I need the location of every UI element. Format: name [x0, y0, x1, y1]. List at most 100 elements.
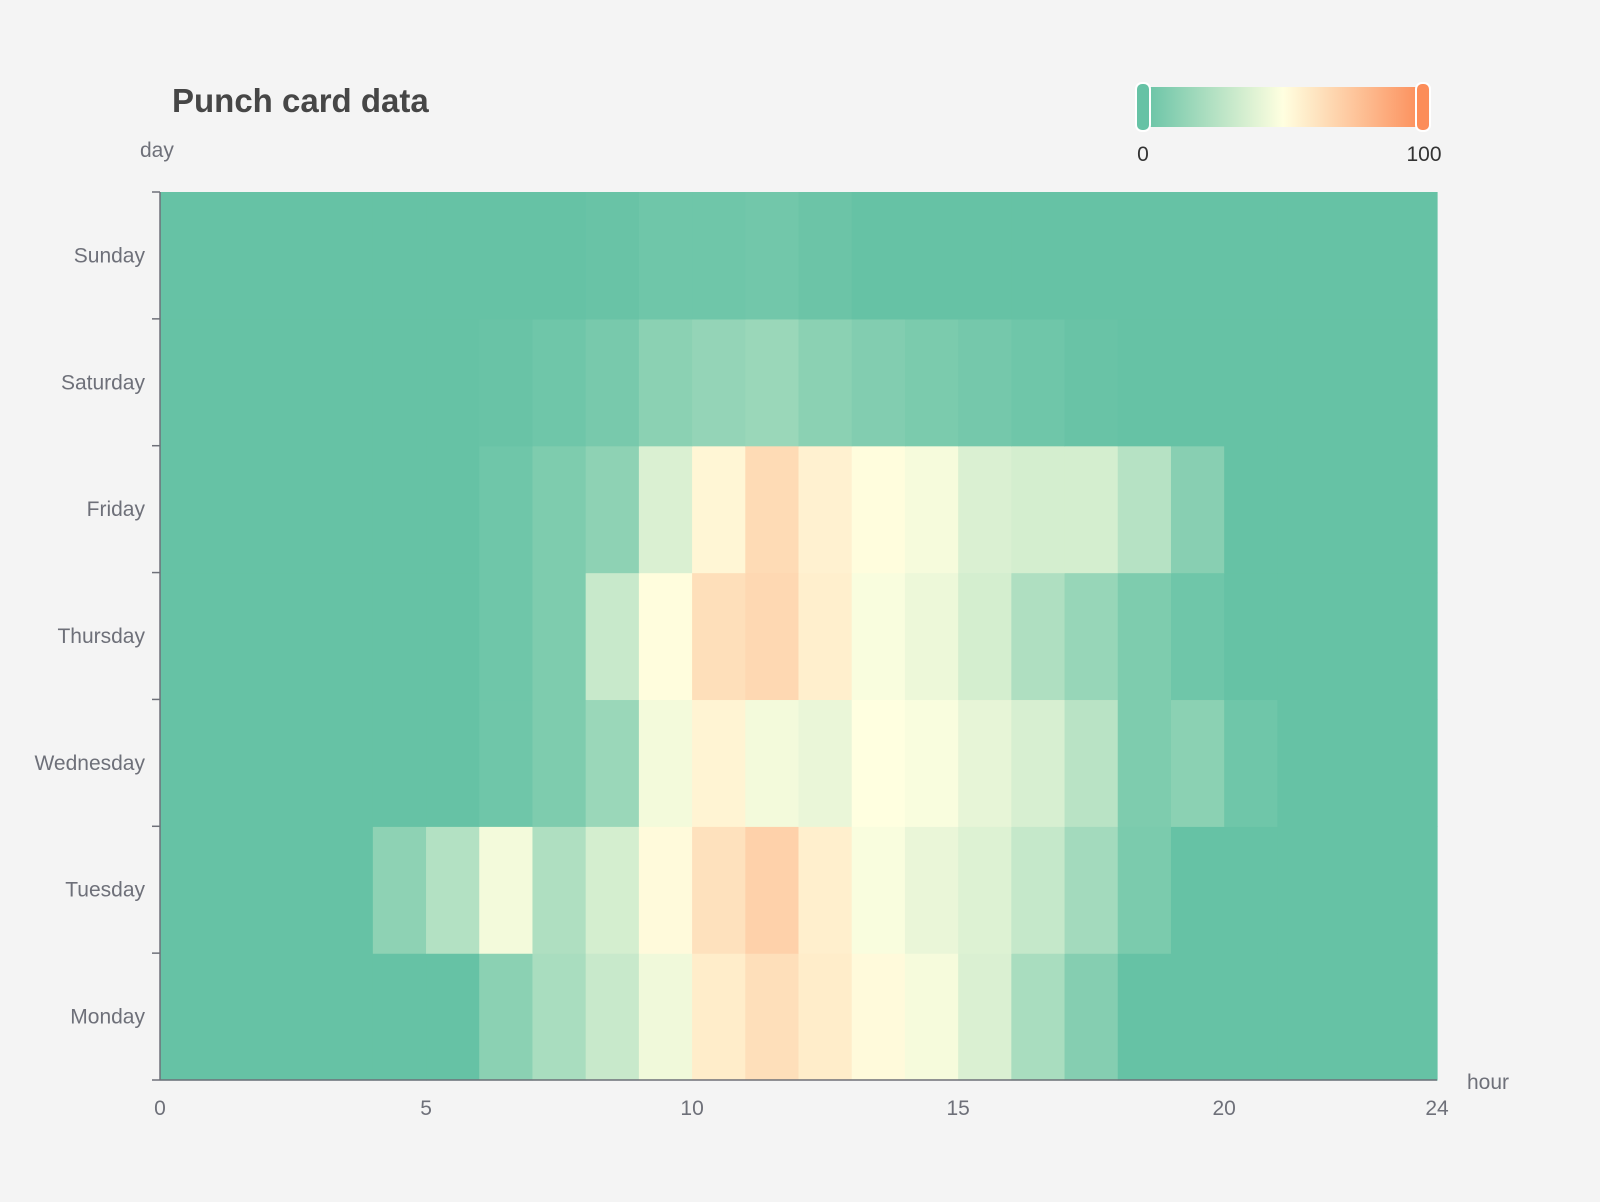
- heatmap-cells: [160, 192, 1438, 1081]
- heatmap-cell: [904, 953, 959, 1081]
- y-tick-label: Thursday: [57, 625, 145, 648]
- heatmap-cell: [1277, 572, 1332, 701]
- heatmap-cell: [532, 699, 587, 827]
- heatmap-cell: [638, 192, 693, 320]
- heatmap-cell: [532, 192, 587, 320]
- visual-map-max-label: 100: [1406, 143, 1441, 166]
- heatmap-cell: [372, 572, 427, 701]
- heatmap-cell: [638, 953, 693, 1081]
- y-tick-label: Saturday: [61, 371, 146, 394]
- heatmap-cell: [372, 445, 427, 574]
- heatmap-cell: [1224, 445, 1278, 574]
- x-tick-label: 24: [1425, 1097, 1449, 1120]
- heatmap-cell: [1224, 192, 1278, 320]
- heatmap-cell: [479, 953, 534, 1081]
- heatmap-cell: [692, 826, 746, 954]
- heatmap-cell: [904, 572, 959, 701]
- heatmap-cell: [851, 699, 906, 827]
- heatmap-cell: [266, 572, 321, 701]
- heatmap-cell: [1117, 699, 1172, 827]
- visual-map-min-handle[interactable]: [1135, 82, 1151, 132]
- heatmap-cell: [1383, 699, 1438, 827]
- heatmap-cell: [1277, 699, 1332, 827]
- heatmap-cell: [160, 953, 214, 1081]
- heatmap-cell: [160, 192, 214, 320]
- heatmap-cell: [319, 318, 374, 447]
- heatmap-cell: [1383, 192, 1438, 320]
- heatmap-cell: [266, 953, 321, 1081]
- heatmap-cell: [1011, 953, 1066, 1081]
- y-tick-label: Wednesday: [34, 752, 145, 775]
- heatmap-cell: [798, 699, 853, 827]
- heatmap-cell: [1383, 953, 1438, 1081]
- heatmap-cell: [1117, 192, 1172, 320]
- heatmap-cell: [1383, 445, 1438, 574]
- heatmap-cell: [1330, 953, 1385, 1081]
- heatmap-cell: [585, 953, 640, 1081]
- heatmap-cell: [1383, 318, 1438, 447]
- heatmap-cell: [426, 953, 480, 1081]
- heatmap-cell: [745, 953, 800, 1081]
- visual-map[interactable]: 0 100: [1135, 82, 1442, 166]
- heatmap-cell: [372, 699, 427, 827]
- heatmap-cell: [1277, 445, 1332, 574]
- heatmap-cell: [1064, 445, 1119, 574]
- heatmap-cell: [904, 318, 959, 447]
- heatmap-cell: [213, 699, 268, 827]
- heatmap-cell: [1170, 318, 1225, 447]
- y-tick-label: Friday: [87, 498, 146, 521]
- heatmap-cell: [1064, 699, 1119, 827]
- chart-title: Punch card data: [172, 82, 429, 119]
- heatmap-cell: [692, 192, 746, 320]
- heatmap-cell: [585, 445, 640, 574]
- heatmap-cell: [372, 953, 427, 1081]
- heatmap-cell: [1064, 953, 1119, 1081]
- heatmap-cell: [798, 826, 853, 954]
- heatmap-cell: [798, 445, 853, 574]
- heatmap-cell: [958, 192, 1012, 320]
- y-axis: Monday Tuesday Wednesday Thursday Friday Satu…: [34, 191, 161, 1081]
- heatmap-cell: [372, 318, 427, 447]
- heatmap-cell: [1117, 953, 1172, 1081]
- y-tick-label: Monday: [70, 1006, 145, 1029]
- heatmap-cell: [798, 953, 853, 1081]
- heatmap-cell: [213, 192, 268, 320]
- heatmap-cell: [319, 826, 374, 954]
- heatmap-cell: [851, 572, 906, 701]
- heatmap-cell: [1011, 318, 1066, 447]
- heatmap-cell: [213, 953, 268, 1081]
- heatmap-cell: [585, 826, 640, 954]
- x-axis: 0 5 10 15 20 24: [154, 1079, 1449, 1120]
- heatmap-cell: [319, 953, 374, 1081]
- heatmap-cell: [585, 192, 640, 320]
- heatmap-cell: [266, 699, 321, 827]
- visual-map-max-handle[interactable]: [1415, 82, 1431, 132]
- heatmap-cell: [532, 953, 587, 1081]
- heatmap-cell: [532, 445, 587, 574]
- heatmap-cell: [692, 445, 746, 574]
- x-tick-label: 10: [680, 1097, 703, 1120]
- heatmap-cell: [745, 192, 800, 320]
- heatmap-cell: [479, 318, 534, 447]
- heatmap-cell: [1277, 953, 1332, 1081]
- heatmap-cell: [479, 192, 534, 320]
- heatmap-cell: [1330, 192, 1385, 320]
- heatmap-cell: [426, 192, 480, 320]
- heatmap-cell: [532, 318, 587, 447]
- heatmap-cell: [1170, 445, 1225, 574]
- heatmap-cell: [1117, 572, 1172, 701]
- heatmap-cell: [1224, 699, 1278, 827]
- heatmap-cell: [532, 572, 587, 701]
- heatmap-cell: [532, 826, 587, 954]
- heatmap-cell: [319, 192, 374, 320]
- heatmap-cell: [372, 192, 427, 320]
- heatmap-cell: [958, 318, 1012, 447]
- heatmap-cell: [1224, 318, 1278, 447]
- heatmap-cell: [958, 445, 1012, 574]
- heatmap-cell: [904, 192, 959, 320]
- y-axis-name: day: [140, 139, 174, 162]
- heatmap-cell: [160, 445, 214, 574]
- heatmap-cell: [160, 318, 214, 447]
